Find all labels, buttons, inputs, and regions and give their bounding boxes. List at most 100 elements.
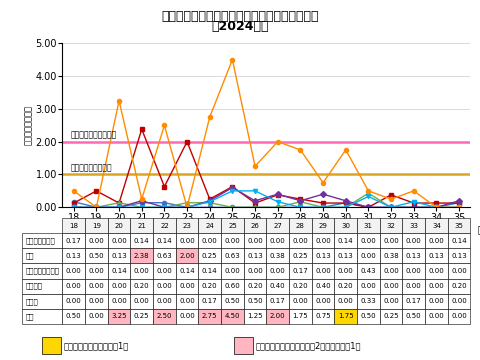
上十三: [456, 205, 462, 210]
東地方・青森市: [275, 205, 281, 210]
東地方・青森市: [116, 205, 122, 210]
むつ: [456, 205, 462, 210]
上十三: [116, 205, 122, 210]
Line: 東地方・青森市: 東地方・青森市: [72, 200, 461, 210]
三戸地方・八戸市: [252, 205, 258, 210]
五所川原: [456, 199, 462, 203]
弘前: [139, 127, 144, 131]
むつ: [433, 205, 439, 210]
三戸地方・八戸市: [343, 205, 348, 210]
五所川原: [161, 205, 167, 210]
弘前: [229, 184, 235, 189]
東地方・青森市: [456, 201, 462, 205]
東地方・青森市: [433, 205, 439, 210]
むつ: [139, 197, 144, 201]
上十三: [184, 205, 190, 210]
三戸地方・八戸市: [411, 205, 417, 210]
東地方・青森市: [366, 205, 372, 210]
上十三: [343, 205, 348, 210]
五所川原: [411, 205, 417, 210]
上十三: [275, 199, 281, 204]
Text: 警報レベル開始基準値: 警報レベル開始基準値: [71, 130, 117, 139]
東地方・青森市: [161, 201, 167, 205]
五所川原: [343, 199, 348, 203]
東地方・青森市: [343, 201, 348, 205]
Line: 三戸地方・八戸市: 三戸地方・八戸市: [72, 191, 461, 210]
むつ: [229, 58, 235, 62]
弘前: [252, 201, 258, 205]
弘前: [184, 140, 190, 144]
上十三: [411, 199, 417, 204]
弘前: [94, 189, 99, 193]
東地方・青森市: [184, 205, 190, 210]
五所川原: [388, 205, 394, 210]
五所川原: [320, 192, 326, 196]
五所川原: [94, 205, 99, 210]
五所川原: [116, 205, 122, 210]
三戸地方・八戸市: [184, 201, 190, 205]
むつ: [94, 205, 99, 210]
むつ: [71, 189, 77, 193]
東地方・青森市: [411, 205, 417, 210]
東地方・青森市: [388, 205, 394, 210]
むつ: [207, 115, 213, 119]
三戸地方・八戸市: [71, 205, 77, 210]
Line: 弘前: 弘前: [72, 127, 461, 210]
東地方・青森市: [229, 205, 235, 210]
弘前: [388, 193, 394, 197]
三戸地方・八戸市: [320, 205, 326, 210]
五所川原: [366, 205, 372, 210]
むつ: [116, 99, 122, 103]
Line: 上十三: 上十三: [72, 189, 461, 210]
上十三: [433, 205, 439, 210]
弘前: [116, 201, 122, 205]
Text: 注意報レベル基準値: 注意報レベル基準値: [71, 163, 112, 172]
東地方・青森市: [298, 205, 303, 210]
Text: （2024年）: （2024年）: [211, 21, 269, 33]
上十三: [71, 205, 77, 210]
上十三: [161, 205, 167, 210]
三戸地方・八戸市: [94, 205, 99, 210]
五所川原: [207, 199, 213, 203]
上十三: [298, 205, 303, 210]
三戸地方・八戸市: [366, 191, 372, 195]
むつ: [161, 123, 167, 127]
むつ: [275, 140, 281, 144]
三戸地方・八戸市: [275, 205, 281, 210]
むつ: [343, 148, 348, 152]
FancyBboxPatch shape: [42, 337, 61, 354]
Text: ：注意報レベル（基準値1）: ：注意報レベル（基準値1）: [64, 341, 129, 350]
Line: 五所川原: 五所川原: [72, 185, 461, 210]
上十三: [229, 189, 235, 193]
五所川原: [184, 205, 190, 210]
むつ: [252, 164, 258, 168]
三戸地方・八戸市: [139, 205, 144, 210]
五所川原: [229, 185, 235, 190]
東地方・青森市: [71, 199, 77, 204]
五所川原: [139, 199, 144, 203]
FancyBboxPatch shape: [234, 337, 252, 354]
むつ: [411, 189, 417, 193]
三戸地方・八戸市: [116, 201, 122, 205]
上十三: [366, 194, 372, 199]
むつ: [366, 189, 372, 193]
三戸地方・八戸市: [161, 205, 167, 210]
三戸地方・八戸市: [207, 201, 213, 205]
五所川原: [275, 192, 281, 196]
むつ: [184, 205, 190, 210]
三戸地方・八戸市: [298, 199, 303, 204]
上十三: [388, 205, 394, 210]
五所川原: [252, 199, 258, 203]
弘前: [433, 201, 439, 205]
むつ: [298, 148, 303, 152]
弘前: [71, 201, 77, 205]
三戸地方・八戸市: [456, 205, 462, 210]
上十三: [320, 205, 326, 210]
Text: 週: 週: [477, 224, 480, 234]
Y-axis label: 定点当たり報告数: 定点当たり報告数: [24, 105, 33, 145]
五所川原: [433, 205, 439, 210]
弘前: [320, 201, 326, 205]
弘前: [411, 201, 417, 205]
五所川原: [298, 199, 303, 203]
むつ: [388, 197, 394, 201]
